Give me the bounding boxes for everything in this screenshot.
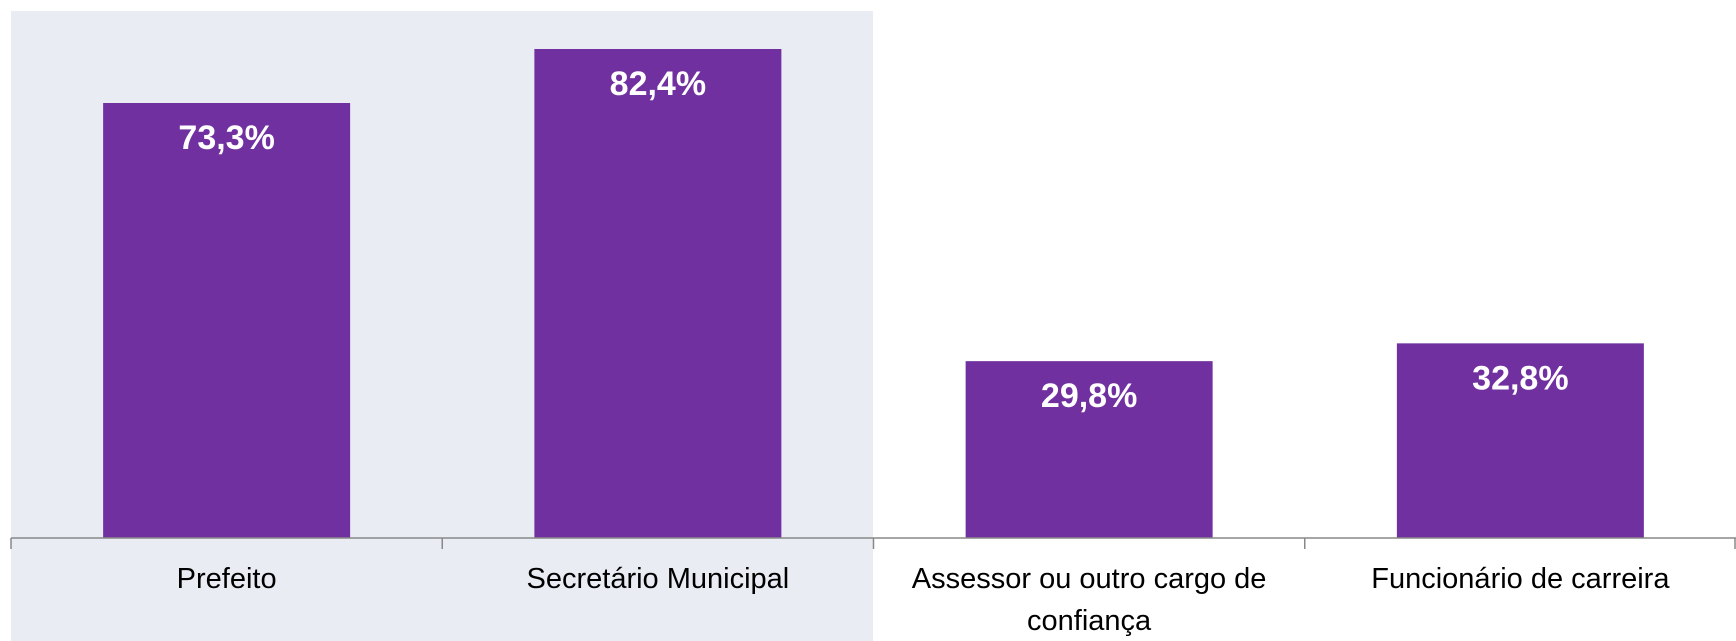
x-tick-label: Secretário Municipal [526,563,790,595]
x-label-box: Secretário Municipal [526,563,790,595]
x-tick-label: Funcionário de carreira [1371,563,1670,595]
value-label: 82,4% [610,65,706,103]
x-label-box: Funcionário de carreira [1371,563,1670,595]
bar [534,49,782,538]
value-label: 32,8% [1472,359,1568,397]
bar [103,103,351,539]
value-label: 73,3% [178,119,274,157]
value-label: 29,8% [1041,377,1137,415]
x-tick-label: Prefeito [176,563,277,595]
x-label-box: Prefeito [176,563,277,595]
bar [1396,343,1644,538]
x-tick-label: Assessor ou outro cargo de confiança [911,563,1267,637]
x-label-box: Assessor ou outro cargo de confiança [911,563,1267,637]
bar [965,361,1213,538]
